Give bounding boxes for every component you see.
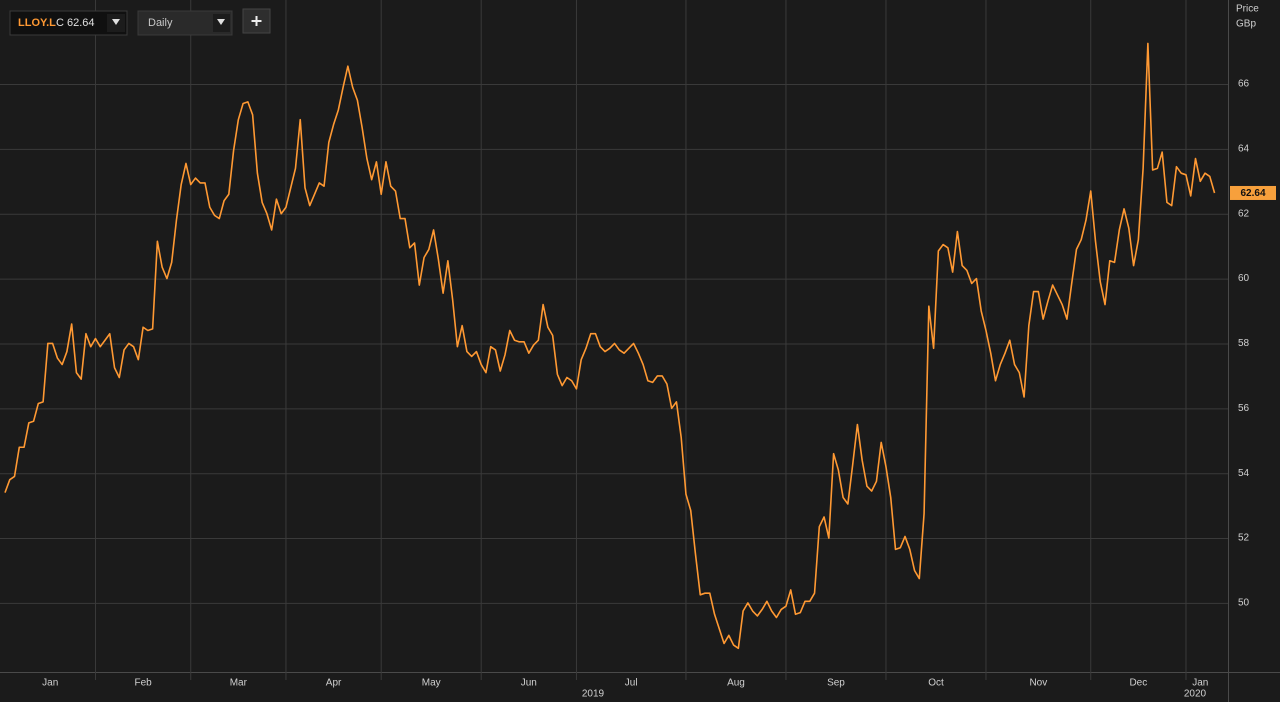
y-tick-label: 56 (1238, 403, 1250, 414)
y-tick-label: 50 (1238, 598, 1250, 609)
x-tick-label: Feb (134, 678, 152, 689)
axis-unit: GBp (1236, 19, 1256, 30)
x-tick-label: Jan (42, 678, 58, 689)
x-tick-label: Jan (1192, 678, 1208, 689)
x-tick-label: Mar (230, 678, 248, 689)
dropdown-arrow (217, 19, 225, 25)
x-tick-label: Sep (827, 678, 845, 689)
add-button[interactable] (242, 8, 271, 34)
plot: 62.64 (4, 42, 1276, 650)
add-box[interactable] (242, 8, 271, 34)
quote: C 62.64 (56, 17, 95, 29)
x-tick-label: Jul (625, 678, 638, 689)
y-tick-label: 54 (1238, 468, 1250, 479)
last-value-label: 62.64 (1240, 188, 1265, 199)
dropdown-arrow (112, 19, 120, 25)
y-tick-label: 52 (1238, 533, 1250, 544)
x-tick-label: Nov (1029, 678, 1047, 689)
plus-icon (251, 16, 262, 26)
x-tick-label: Oct (928, 678, 944, 689)
grid: 50 52 54 56 58 60 62 64 66 Jan Feb Mar Apr May Jun Jul A… (0, 0, 1250, 689)
y-tick-label: 60 (1238, 273, 1250, 284)
interval: Daily (148, 17, 173, 29)
x-tick-label: Jun (521, 678, 537, 689)
symbol: LLOY.L (18, 17, 56, 29)
year-label: 2020 (1184, 689, 1207, 700)
y-tick-label: 64 (1238, 144, 1250, 155)
x-tick-label: Dec (1129, 678, 1147, 689)
y-tick-label: 58 (1238, 338, 1250, 349)
axis-title: Price (1236, 4, 1259, 15)
x-tick-label: May (422, 678, 441, 689)
last-value-tag (1230, 185, 1276, 200)
interval-selector[interactable]: Daily (137, 10, 233, 36)
price-line (4, 42, 1216, 650)
year-label: 2019 (582, 689, 605, 700)
y-tick-label: 66 (1238, 79, 1250, 90)
symbol-selector[interactable]: LLOY.L C 62.64 (9, 10, 128, 36)
x-tick-label: Apr (326, 678, 342, 689)
x-tick-label: Aug (727, 678, 745, 689)
y-tick-label: 62 (1238, 208, 1250, 219)
